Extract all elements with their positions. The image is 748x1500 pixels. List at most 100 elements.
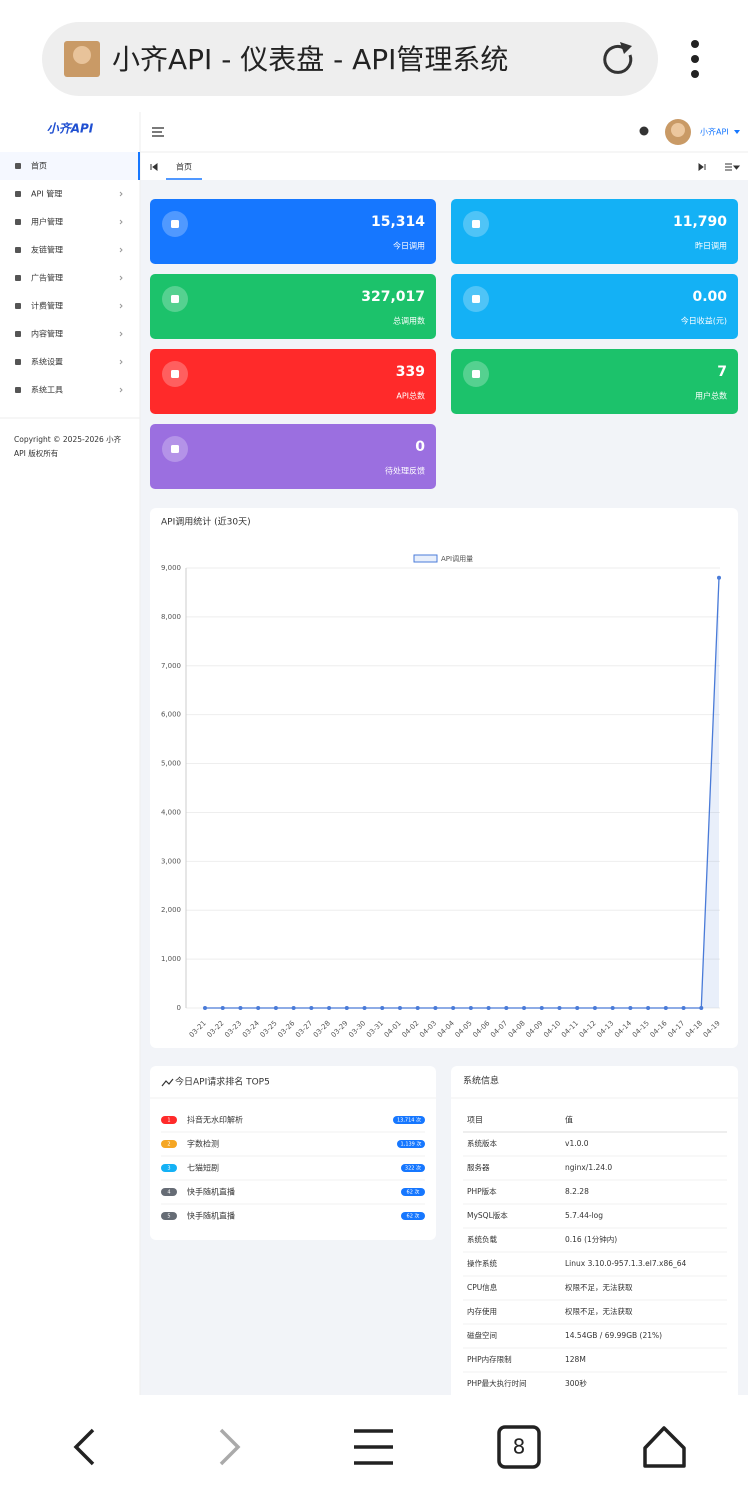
menu-arrow (119, 191, 123, 197)
back-button[interactable] (73, 1428, 95, 1466)
count-badge (401, 1188, 425, 1196)
info-key: 操作系统 (467, 1258, 497, 1268)
menu-item[interactable]: 广告管理 (31, 273, 63, 283)
rank-number: 2 (167, 1142, 170, 1148)
page-title: 小齐API - 仪表盘 - API管理系统 (112, 43, 508, 76)
stat-icon-glyph (171, 370, 179, 378)
stat-label: API总数 (396, 391, 425, 401)
chart-card (150, 508, 738, 1048)
data-point (380, 1006, 385, 1010)
menu-icon (15, 387, 21, 393)
api-name: 快手随机直播 (187, 1187, 235, 1197)
tab-prev[interactable] (150, 163, 158, 171)
stat-value: 15,314 (371, 214, 425, 230)
menu-item[interactable]: 内容管理 (31, 329, 63, 339)
menu-item[interactable]: 首页 (31, 161, 47, 171)
stat-value: 11,790 (673, 214, 727, 230)
data-point (273, 1006, 278, 1010)
menu-arrow (119, 387, 123, 393)
menu-icon (15, 331, 21, 337)
data-point (415, 1006, 420, 1010)
copyright: API 版权所有 (14, 448, 59, 458)
api-name: 快手随机直播 (187, 1211, 235, 1221)
stat-icon-glyph (171, 295, 179, 303)
data-point (486, 1006, 491, 1010)
stat-label: 总调用数 (393, 316, 425, 326)
menu-active (0, 152, 140, 180)
data-point (504, 1006, 509, 1010)
count: 62 次 (407, 1189, 420, 1196)
logo: 小齐API (47, 122, 94, 136)
menu-icon (15, 359, 21, 365)
forward-button[interactable] (219, 1428, 241, 1466)
data-point (238, 1006, 243, 1010)
stat-value: 7 (717, 364, 727, 380)
rank-badge (161, 1164, 177, 1172)
stat-icon-glyph (472, 370, 480, 378)
menu-button[interactable] (691, 40, 699, 78)
address-bar[interactable] (42, 22, 658, 96)
menu-arrow (119, 247, 123, 253)
ranking-title: 今日API请求排名 TOP5 (175, 1076, 270, 1088)
user-name[interactable]: 小齐API (700, 127, 729, 137)
tab[interactable]: 首页 (176, 162, 192, 172)
api-name: 抖音无水印解析 (187, 1115, 243, 1125)
sidebar-toggle[interactable] (152, 127, 164, 137)
menu-item[interactable]: 用户管理 (31, 217, 63, 227)
y-tick-label: 8,000 (161, 613, 181, 621)
data-point (522, 1006, 527, 1010)
menu-item[interactable]: 计费管理 (31, 301, 63, 311)
info-key: MySQL版本 (467, 1210, 508, 1220)
tab-menu[interactable] (725, 163, 741, 171)
menu-nav-button[interactable] (354, 1429, 393, 1465)
menu-arrow (119, 275, 123, 281)
info-value: 128M (565, 1355, 586, 1364)
data-point (575, 1006, 580, 1010)
api-name: 七猫短剧 (187, 1163, 219, 1173)
data-point (220, 1006, 225, 1010)
tab-next[interactable] (698, 163, 706, 171)
menu-item[interactable]: API 管理 (31, 189, 62, 199)
series-line (205, 577, 720, 1009)
stat-label: 昨日调用 (695, 241, 727, 251)
menu-item[interactable]: 系统设置 (31, 357, 63, 367)
data-point (362, 1006, 367, 1010)
data-point (663, 1006, 668, 1010)
stat-value: 0 (415, 439, 425, 455)
info-key: PHP最大执行时间 (467, 1378, 527, 1388)
count: 1,139 次 (401, 1141, 422, 1148)
data-point (433, 1006, 438, 1010)
menu-item[interactable]: 系统工具 (31, 385, 63, 395)
menu-arrow (119, 303, 123, 309)
sidebar (0, 112, 140, 1395)
data-point (451, 1006, 456, 1010)
legend-swatch (413, 554, 438, 563)
system-card (451, 1066, 738, 1406)
y-tick-label: 1,000 (161, 955, 181, 963)
info-key: 服务器 (467, 1162, 490, 1172)
rank-number: 3 (167, 1166, 170, 1172)
data-point (610, 1006, 615, 1010)
stat-card (451, 349, 738, 414)
data-point (628, 1006, 633, 1010)
copyright: Copyright © 2025-2026 小齐 (14, 434, 122, 444)
theme-button[interactable] (639, 126, 649, 136)
menu-icon (15, 275, 21, 281)
y-tick-label: 3,000 (161, 857, 181, 865)
home-button[interactable] (643, 1426, 686, 1468)
rank-badge (161, 1188, 177, 1196)
info-value: v1.0.0 (565, 1139, 589, 1148)
rank-number: 5 (167, 1214, 170, 1220)
info-key: PHP内存限制 (467, 1354, 512, 1364)
api-name: 字数检测 (187, 1139, 219, 1149)
reload-button[interactable] (603, 42, 633, 74)
ranking-card (150, 1066, 436, 1240)
menu-icon (15, 247, 21, 253)
stat-label: 待处理反馈 (385, 466, 425, 476)
tabs-button[interactable] (497, 1425, 541, 1469)
menu-item[interactable]: 友链管理 (31, 245, 63, 255)
stat-icon-glyph (171, 445, 179, 453)
stat-value: 327,017 (361, 289, 425, 305)
count: 13,714 次 (397, 1117, 421, 1124)
info-value: 5.7.44-log (565, 1211, 603, 1220)
